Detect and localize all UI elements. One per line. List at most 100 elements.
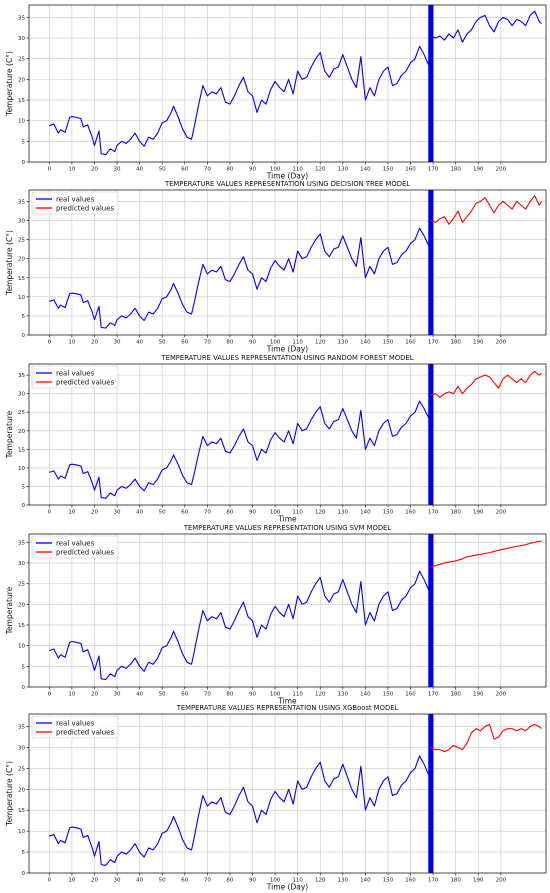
x-tick-label: 130 bbox=[338, 510, 349, 516]
y-tick-label: 0 bbox=[22, 685, 26, 691]
legend-label-real: real values bbox=[56, 720, 95, 728]
x-tick-label: 100 bbox=[270, 692, 281, 698]
x-tick-label: 180 bbox=[450, 878, 461, 884]
x-tick-label: 190 bbox=[473, 167, 484, 173]
x-tick-label: 170 bbox=[428, 878, 439, 884]
y-tick-label: 30 bbox=[18, 36, 25, 42]
x-tick-label: 110 bbox=[292, 692, 303, 698]
x-tick-label: 80 bbox=[226, 878, 233, 884]
plot-frame bbox=[28, 363, 547, 506]
y-tick-label: 15 bbox=[18, 276, 25, 282]
x-tick-label: 200 bbox=[496, 692, 507, 698]
x-tick-label: 20 bbox=[91, 510, 98, 516]
plot-frame bbox=[28, 4, 547, 163]
x-tick-label: 60 bbox=[181, 167, 188, 173]
x-tick-label: 90 bbox=[249, 510, 256, 516]
y-tick-label: 20 bbox=[18, 602, 25, 608]
x-tick-label: 90 bbox=[249, 692, 256, 698]
y-tick-label: 25 bbox=[18, 582, 25, 588]
legend-label-predicted: predicted values bbox=[56, 379, 115, 387]
x-tick-label: 200 bbox=[496, 510, 507, 516]
legend-label-real: real values bbox=[56, 370, 95, 378]
y-tick-label: 0 bbox=[22, 160, 26, 166]
y-tick-label: 15 bbox=[18, 98, 25, 104]
legend-label-real: real values bbox=[56, 540, 95, 548]
x-tick-label: 200 bbox=[496, 167, 507, 173]
x-tick-label: 60 bbox=[181, 878, 188, 884]
chart-title: TEMPERATURE VALUES REPRESENTATION USING … bbox=[176, 704, 399, 712]
series-line-real-values bbox=[49, 35, 432, 156]
legend-label-predicted: predicted values bbox=[56, 729, 115, 737]
x-tick-label: 70 bbox=[204, 692, 211, 698]
y-tick-label: 5 bbox=[22, 664, 26, 670]
x-tick-label: 110 bbox=[292, 878, 303, 884]
y-tick-label: 10 bbox=[18, 466, 25, 472]
y-tick-label: 0 bbox=[22, 871, 26, 877]
chart-panel-svm: 0 10 20 30 40 50 60 70 80 90 100 110 120 130 140 150 160… bbox=[5, 524, 547, 706]
x-tick-label: 90 bbox=[249, 340, 256, 346]
x-tick-label: 130 bbox=[338, 692, 349, 698]
series-line-predicted-values bbox=[430, 723, 542, 753]
y-tick-label: 35 bbox=[18, 15, 25, 21]
x-tick-label: 50 bbox=[159, 510, 166, 516]
x-tick-label: 60 bbox=[181, 510, 188, 516]
x-tick-label: 40 bbox=[136, 878, 143, 884]
x-tick-label: 110 bbox=[292, 510, 303, 516]
y-tick-label: 20 bbox=[18, 429, 25, 435]
x-tick-label: 70 bbox=[204, 510, 211, 516]
y-tick-label: 35 bbox=[18, 725, 25, 731]
x-tick-label: 100 bbox=[270, 167, 281, 173]
x-tick-label: 180 bbox=[450, 692, 461, 698]
x-tick-label: 30 bbox=[114, 878, 121, 884]
legend-box bbox=[31, 191, 119, 215]
legend-label-predicted: predicted values bbox=[56, 205, 115, 213]
x-tick-label: 80 bbox=[226, 167, 233, 173]
y-tick-label: 0 bbox=[22, 503, 26, 509]
x-axis-label: Time (Day) bbox=[266, 883, 308, 892]
x-tick-label: 190 bbox=[473, 340, 484, 346]
x-tick-label: 160 bbox=[405, 340, 416, 346]
x-tick-label: 180 bbox=[450, 510, 461, 516]
y-tick-label: 25 bbox=[18, 238, 25, 244]
chart-panel-random-forest: 0 10 20 30 40 50 60 70 80 90 100 110 120 130 140 150 160… bbox=[5, 354, 547, 524]
x-tick-label: 150 bbox=[383, 340, 394, 346]
x-tick-label: 120 bbox=[315, 340, 326, 346]
x-tick-label: 200 bbox=[496, 878, 507, 884]
x-tick-label: 50 bbox=[159, 878, 166, 884]
x-tick-label: 30 bbox=[114, 340, 121, 346]
y-tick-label: 10 bbox=[18, 119, 25, 125]
x-axis-label: Time (Day) bbox=[266, 345, 308, 354]
x-tick-label: 80 bbox=[226, 510, 233, 516]
x-axis-label: Time (Day) bbox=[266, 172, 308, 181]
chart-title: TEMPERATURE VALUES REPRESENTATION USING … bbox=[161, 354, 414, 362]
chart-panel-baseline: 0 10 20 30 40 50 60 70 80 90 100 110 120 130 140 150 160… bbox=[5, 4, 547, 181]
series-line-real-values bbox=[49, 560, 432, 681]
x-tick-label: 150 bbox=[383, 878, 394, 884]
y-tick-label: 20 bbox=[18, 77, 25, 83]
x-tick-label: 10 bbox=[68, 167, 75, 173]
series-line-real-values-test bbox=[430, 10, 542, 43]
x-tick-label: 0 bbox=[48, 878, 52, 884]
x-tick-label: 20 bbox=[91, 167, 98, 173]
legend-box bbox=[31, 365, 119, 389]
series-line-real-values bbox=[49, 745, 432, 867]
chart-title: TEMPERATURE VALUES REPRESENTATION USING … bbox=[183, 524, 391, 532]
series-line-predicted-values bbox=[430, 195, 542, 225]
chart-panel-xgboost: 0 10 20 30 40 50 60 70 80 90 100 110 120 130 140 150 160… bbox=[5, 704, 547, 892]
y-tick-label: 15 bbox=[18, 623, 25, 629]
y-tick-label: 0 bbox=[22, 333, 26, 339]
y-tick-label: 35 bbox=[18, 540, 25, 546]
x-tick-label: 140 bbox=[360, 692, 371, 698]
x-tick-label: 0 bbox=[48, 167, 52, 173]
plot-frame bbox=[28, 533, 547, 688]
y-tick-label: 20 bbox=[18, 257, 25, 263]
x-tick-label: 60 bbox=[181, 340, 188, 346]
train-test-split-band bbox=[428, 534, 434, 687]
x-tick-label: 120 bbox=[315, 692, 326, 698]
x-tick-label: 30 bbox=[114, 692, 121, 698]
x-tick-label: 130 bbox=[338, 878, 349, 884]
chart-title: TEMPERATURE VALUES REPRESENTATION USING … bbox=[164, 180, 410, 188]
train-test-split-band bbox=[428, 714, 434, 873]
x-tick-label: 190 bbox=[473, 510, 484, 516]
